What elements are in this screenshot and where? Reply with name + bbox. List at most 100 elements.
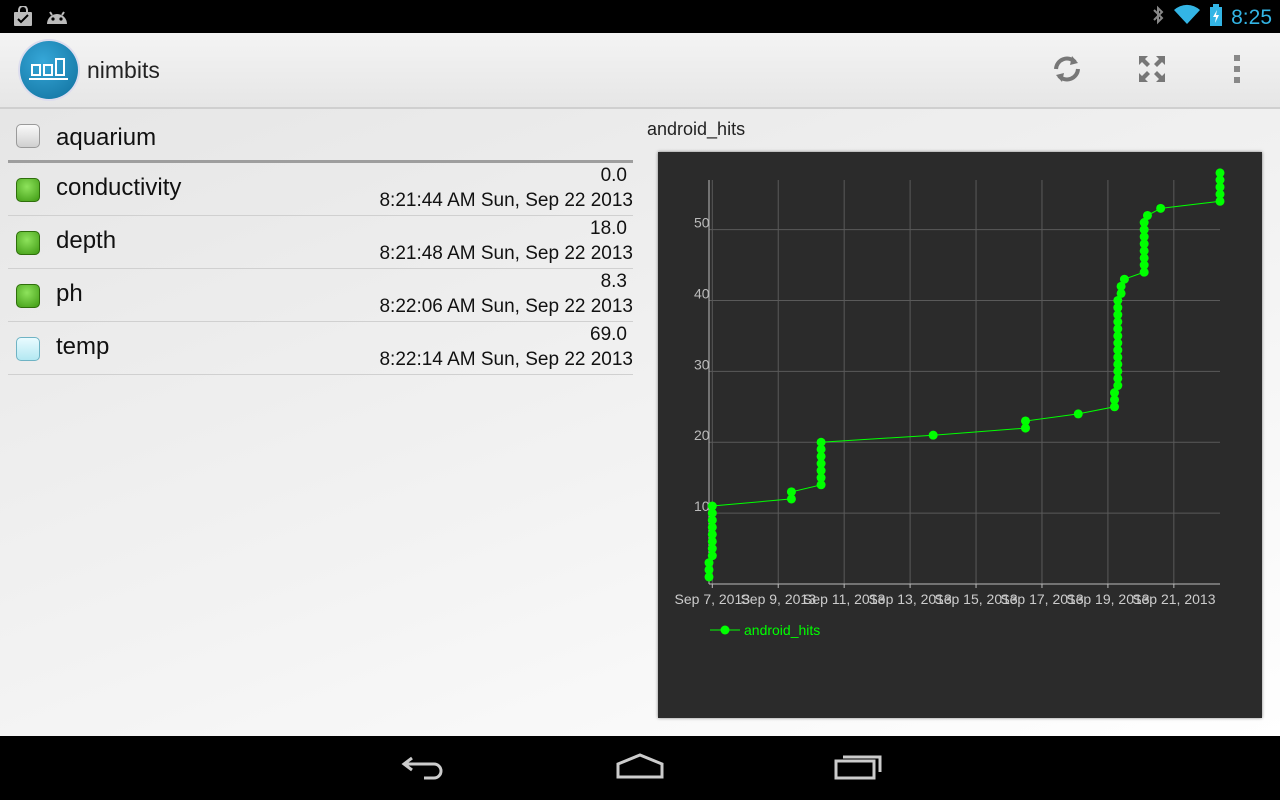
overflow-menu-icon	[1232, 53, 1242, 90]
list-item[interactable]: temp 69.0 8:22:14 AM Sun, Sep 22 2013	[8, 322, 633, 375]
data-point	[1073, 409, 1083, 419]
home-button[interactable]	[610, 750, 670, 786]
data-point	[1113, 303, 1123, 313]
data-point	[707, 515, 717, 525]
status-indicator[interactable]	[16, 337, 40, 361]
status-indicator[interactable]	[16, 231, 40, 255]
data-point	[1139, 232, 1149, 242]
list-group-aquarium[interactable]: aquarium	[8, 109, 633, 163]
data-point	[1215, 175, 1225, 185]
data-point	[1020, 416, 1030, 426]
group-checkbox[interactable]	[16, 124, 40, 148]
data-point	[1113, 373, 1123, 383]
item-label: ph	[56, 280, 83, 307]
recent-apps-icon	[833, 752, 883, 785]
item-timestamp: 8:21:48 AM Sun, Sep 22 2013	[379, 243, 633, 264]
item-value: 18.0	[590, 218, 627, 239]
refresh-icon	[1050, 52, 1084, 91]
legend-label: android_hits	[744, 622, 820, 638]
data-point	[1116, 281, 1126, 291]
battery-icon	[1209, 3, 1223, 32]
y-tick-label: 50	[694, 215, 710, 231]
data-point	[816, 480, 826, 490]
data-point	[1139, 246, 1149, 256]
data-point	[1113, 317, 1123, 327]
item-value: 69.0	[590, 324, 627, 345]
x-tick-label: Sep 21, 2013	[1132, 591, 1216, 607]
y-tick-label: 40	[694, 285, 710, 301]
status-indicator[interactable]	[16, 284, 40, 308]
data-point	[1215, 182, 1225, 192]
data-point	[1139, 260, 1149, 270]
data-point	[1113, 381, 1123, 391]
app-logo[interactable]	[20, 41, 78, 99]
data-point	[704, 572, 714, 582]
list-item[interactable]: ph 8.3 8:22:06 AM Sun, Sep 22 2013	[8, 269, 633, 322]
data-point	[1020, 423, 1030, 433]
data-point	[707, 501, 717, 511]
data-point	[1113, 352, 1123, 362]
data-point	[707, 544, 717, 554]
data-point	[816, 451, 826, 461]
data-point	[1113, 338, 1123, 348]
data-point	[707, 536, 717, 546]
data-point	[816, 473, 826, 483]
data-point	[1113, 366, 1123, 376]
group-label: aquarium	[56, 124, 157, 151]
android-icon	[44, 6, 70, 33]
data-point	[1113, 359, 1123, 369]
item-value: 0.0	[600, 165, 627, 186]
back-icon	[400, 752, 448, 785]
content-area: aquarium conductivity 0.0 8:21:44 AM Sun…	[0, 109, 1280, 736]
data-point	[1113, 295, 1123, 305]
x-tick-label: Sep 13, 2013	[868, 591, 952, 607]
data-point	[1139, 253, 1149, 263]
point-list: aquarium conductivity 0.0 8:21:44 AM Sun…	[8, 109, 633, 375]
item-label: temp	[56, 333, 110, 360]
data-point	[1119, 274, 1129, 284]
y-tick-label: 10	[694, 498, 710, 514]
data-point	[1110, 402, 1120, 412]
data-point	[1215, 196, 1225, 206]
data-point	[1113, 310, 1123, 320]
clock: 8:25	[1231, 5, 1272, 29]
item-label: depth	[56, 227, 117, 254]
shopping-bag-icon	[12, 5, 34, 33]
x-tick-label: Sep 19, 2013	[1066, 591, 1150, 607]
data-point	[786, 494, 796, 504]
x-tick-label: Sep 7, 2013	[675, 591, 751, 607]
legend-marker	[720, 625, 730, 635]
data-point	[928, 430, 938, 440]
bluetooth-icon	[1151, 4, 1165, 31]
refresh-button[interactable]	[1047, 51, 1087, 91]
status-bar: 8:25	[0, 0, 1280, 33]
data-point	[816, 437, 826, 447]
recent-apps-button[interactable]	[828, 750, 888, 786]
fullscreen-icon	[1135, 52, 1169, 91]
status-indicator[interactable]	[16, 178, 40, 202]
back-button[interactable]	[394, 750, 454, 786]
overflow-menu-button[interactable]	[1217, 51, 1257, 91]
chart-panel: 10 20 30 40 50 Sep 7, 2013 Sep 9, 2013 Sep 11, …	[658, 152, 1262, 718]
data-point	[1113, 324, 1123, 334]
data-point	[786, 487, 796, 497]
x-tick-label: Sep 17, 2013	[1000, 591, 1084, 607]
item-timestamp: 8:21:44 AM Sun, Sep 22 2013	[379, 190, 633, 211]
data-point	[1142, 210, 1152, 220]
y-tick-label: 30	[694, 356, 710, 372]
data-point	[816, 466, 826, 476]
list-item[interactable]: depth 18.0 8:21:48 AM Sun, Sep 22 2013	[8, 216, 633, 269]
data-point	[1113, 345, 1123, 355]
wifi-icon	[1173, 4, 1201, 31]
data-point	[1139, 225, 1149, 235]
chart-title: android_hits	[647, 119, 746, 139]
item-value: 8.3	[600, 271, 627, 292]
fullscreen-button[interactable]	[1132, 51, 1172, 91]
list-item[interactable]: conductivity 0.0 8:21:44 AM Sun, Sep 22 …	[8, 163, 633, 216]
data-point	[1215, 189, 1225, 199]
navigation-bar	[0, 736, 1280, 800]
x-tick-label: Sep 15, 2013	[934, 591, 1018, 607]
data-point	[1110, 395, 1120, 405]
data-point	[1139, 218, 1149, 228]
